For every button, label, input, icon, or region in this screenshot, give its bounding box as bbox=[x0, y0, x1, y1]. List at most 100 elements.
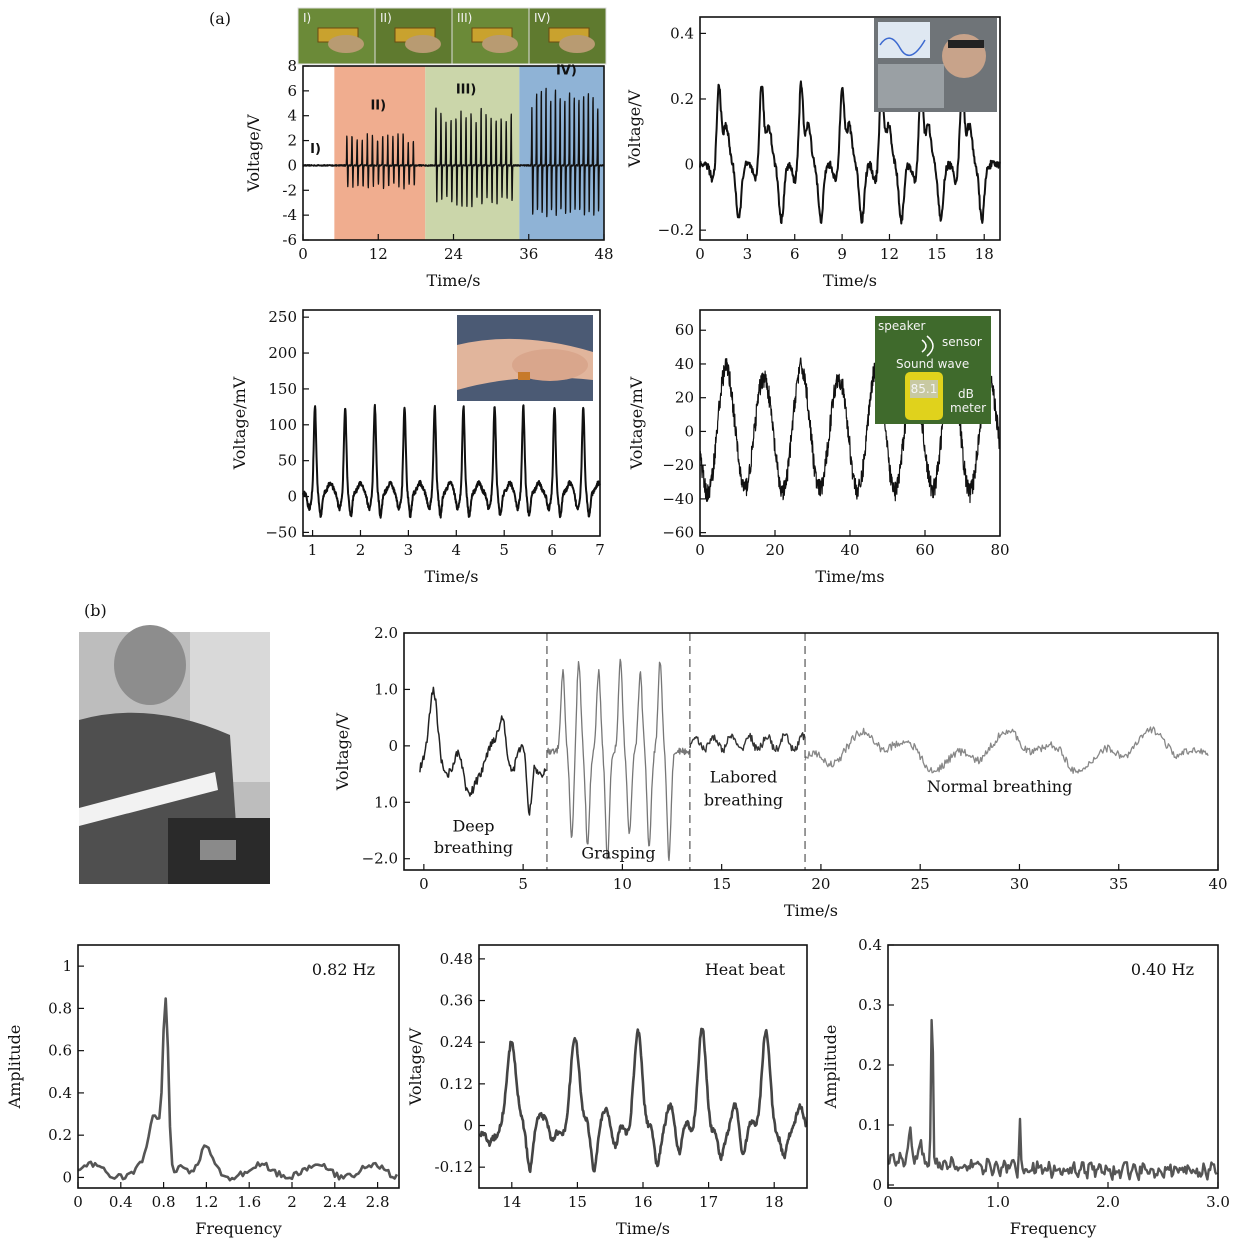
plot-frame bbox=[77, 944, 400, 1189]
x-tick-label: 25 bbox=[911, 875, 930, 893]
x-tick-label: 15 bbox=[927, 245, 946, 263]
y-tick-label: −0.2 bbox=[658, 221, 694, 239]
y-tick-label: 0 bbox=[388, 737, 398, 755]
y-tick-label: −2.0 bbox=[362, 850, 398, 868]
stage-label: IV) bbox=[556, 64, 577, 79]
x-tick-label: 7 bbox=[595, 541, 605, 559]
x-tick-label: 0 bbox=[73, 1193, 83, 1211]
x-tick-label: 6 bbox=[547, 541, 557, 559]
x-tick-label: 0 bbox=[883, 1193, 893, 1211]
x-axis-label: Time/ms bbox=[815, 567, 884, 586]
y-axis-label: Voltage/mV bbox=[627, 376, 646, 470]
finger-shape bbox=[328, 35, 364, 53]
x-tick-label: 20 bbox=[765, 541, 784, 559]
chart-b_fft1: 0 0.4 0.8 1.2 1.6 2 2.4 2.8 0 0.2 0.4 0.6 0.8 1 Freque… bbox=[5, 944, 400, 1238]
x-tick-label: 0 bbox=[298, 245, 308, 263]
grasping-line bbox=[546, 658, 691, 862]
y-axis-label: Amplitude bbox=[821, 1025, 840, 1110]
y-tick-label: 60 bbox=[675, 321, 694, 339]
chart-b_main: 0 5 10 15 20 25 30 35 40 −2.0 1.0 0 1.0 2.0 Time/s Volt… bbox=[333, 624, 1228, 920]
y-tick-label: 0.12 bbox=[440, 1075, 473, 1093]
y-tick-label: -4 bbox=[282, 206, 297, 224]
x-tick-label: 0 bbox=[695, 541, 705, 559]
x-tick-label: 1 bbox=[308, 541, 318, 559]
phase-label: breathing bbox=[704, 791, 783, 810]
pulse-signal-line bbox=[699, 79, 1001, 225]
y-tick-label: 0.36 bbox=[440, 992, 473, 1010]
sound-wave-icon bbox=[921, 335, 934, 357]
instrument-body bbox=[878, 64, 944, 108]
y-tick-label: -2 bbox=[282, 181, 297, 199]
y-tick-label: 4 bbox=[287, 107, 297, 125]
chart-b_heart: 14 15 16 17 18 -0.12 0 0.12 0.24 0.36 0.48 Time/s Vo… bbox=[406, 944, 808, 1238]
sensor-device-shape bbox=[200, 840, 236, 860]
x-tick-label: 14 bbox=[502, 1193, 521, 1211]
y-tick-label: 0 bbox=[463, 1117, 473, 1135]
panel-label-b: (b) bbox=[84, 601, 107, 620]
inset-text-label: meter bbox=[950, 401, 986, 415]
y-tick-label: 250 bbox=[268, 308, 297, 326]
x-tick-label: 40 bbox=[1208, 875, 1227, 893]
x-tick-label: 1.6 bbox=[237, 1193, 261, 1211]
x-axis-label: Time/s bbox=[784, 901, 838, 920]
x-tick-label: 12 bbox=[369, 245, 388, 263]
y-tick-label: 50 bbox=[278, 452, 297, 470]
y-tick-label: 0 bbox=[872, 1176, 882, 1194]
x-tick-label: 30 bbox=[1010, 875, 1029, 893]
chart-a3: 1 2 3 4 5 6 7 −50 0 50 100 150 200 250 Time/s Voltage/m… bbox=[230, 308, 605, 586]
y-tick-label: 0 bbox=[684, 422, 694, 440]
inset-photo-wrist bbox=[457, 315, 593, 401]
x-tick-label: 1.2 bbox=[194, 1193, 218, 1211]
chest-strap bbox=[79, 772, 218, 826]
spectrum-line bbox=[77, 997, 399, 1182]
glasses-shape bbox=[948, 40, 984, 48]
y-axis-label: Voltage/V bbox=[406, 1027, 425, 1106]
y-tick-label: 0 bbox=[684, 156, 694, 174]
x-axis-label: Time/s bbox=[424, 567, 478, 586]
inset-stage-label: III) bbox=[457, 11, 472, 25]
stage-label: III) bbox=[456, 82, 476, 97]
y-tick-label: -6 bbox=[282, 231, 297, 249]
head-shape bbox=[114, 625, 186, 705]
x-tick-label: 15 bbox=[568, 1193, 587, 1211]
y-tick-label: 2 bbox=[287, 132, 297, 150]
y-tick-label: 0 bbox=[62, 1168, 72, 1186]
y-axis-label: Voltage/V bbox=[244, 114, 263, 193]
y-tick-label: −50 bbox=[265, 523, 297, 541]
x-tick-label: 40 bbox=[840, 541, 859, 559]
x-tick-label: 35 bbox=[1109, 875, 1128, 893]
x-tick-label: 10 bbox=[613, 875, 632, 893]
x-tick-label: 18 bbox=[765, 1193, 784, 1211]
y-axis-label: Voltage/mV bbox=[230, 376, 249, 470]
y-tick-label: 0.6 bbox=[48, 1042, 72, 1060]
x-tick-label: 36 bbox=[519, 245, 538, 263]
inset-stage-label: I) bbox=[303, 11, 311, 25]
y-tick-label: 0.1 bbox=[858, 1116, 882, 1134]
y-tick-label: 1.0 bbox=[374, 680, 398, 698]
x-tick-label: 2.0 bbox=[1096, 1193, 1120, 1211]
y-axis-label: Voltage/V bbox=[625, 89, 644, 168]
y-tick-label: 0.8 bbox=[48, 999, 72, 1017]
x-tick-label: 17 bbox=[699, 1193, 718, 1211]
phase-label: Grasping bbox=[581, 844, 655, 863]
x-tick-label: 48 bbox=[594, 245, 613, 263]
phase-label: Deep bbox=[452, 817, 494, 836]
y-axis-label: Amplitude bbox=[5, 1025, 24, 1110]
y-tick-label: 0.2 bbox=[858, 1056, 882, 1074]
y-tick-label: 0.48 bbox=[440, 950, 473, 968]
y-tick-label: 150 bbox=[268, 380, 297, 398]
x-tick-label: 20 bbox=[811, 875, 830, 893]
x-tick-label: 3 bbox=[743, 245, 753, 263]
finger-shape bbox=[405, 35, 441, 53]
y-tick-label: 0 bbox=[287, 156, 297, 174]
heartbeat-label: Heat beat bbox=[705, 960, 786, 979]
stage-label: II) bbox=[370, 99, 386, 114]
pulse-signal-line bbox=[302, 87, 605, 218]
x-tick-label: 80 bbox=[990, 541, 1009, 559]
y-tick-label: 20 bbox=[675, 389, 694, 407]
finger-shape bbox=[482, 35, 518, 53]
x-tick-label: 9 bbox=[837, 245, 847, 263]
panel-label-a: (a) bbox=[209, 9, 231, 28]
y-tick-label: −40 bbox=[662, 490, 694, 508]
